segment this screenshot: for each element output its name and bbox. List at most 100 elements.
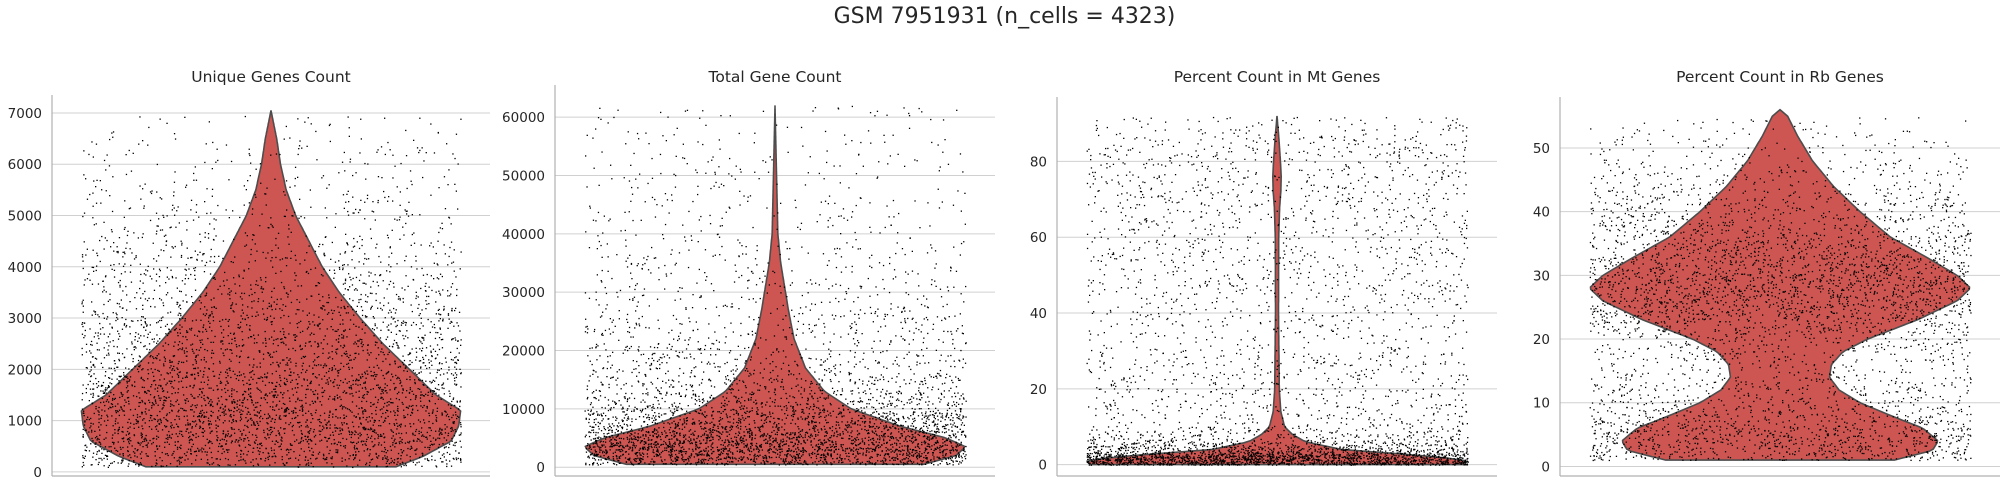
point xyxy=(307,117,309,119)
point xyxy=(219,380,222,383)
point xyxy=(245,417,247,419)
point xyxy=(146,446,149,448)
point xyxy=(309,382,311,385)
point xyxy=(280,298,282,300)
point xyxy=(207,442,209,444)
point xyxy=(301,432,303,435)
y-tick-label: 20000 xyxy=(502,344,545,360)
point xyxy=(411,361,413,364)
point xyxy=(277,441,279,443)
point xyxy=(304,259,306,261)
point xyxy=(161,460,163,462)
point xyxy=(203,324,205,326)
point xyxy=(351,442,353,444)
point xyxy=(377,176,380,178)
point xyxy=(198,415,200,417)
point xyxy=(177,374,180,377)
point xyxy=(331,367,333,369)
point xyxy=(404,209,406,211)
point xyxy=(113,250,115,252)
point xyxy=(283,191,285,193)
point xyxy=(193,267,195,270)
point xyxy=(163,365,165,367)
point xyxy=(391,229,393,231)
point xyxy=(126,397,129,399)
point xyxy=(92,456,94,458)
point xyxy=(877,379,879,382)
point xyxy=(232,370,234,372)
point xyxy=(318,430,320,432)
point xyxy=(617,377,619,379)
point xyxy=(164,446,166,448)
point xyxy=(248,443,250,446)
point xyxy=(117,430,119,432)
point xyxy=(658,427,660,429)
point xyxy=(167,312,169,314)
point xyxy=(408,391,411,394)
point xyxy=(333,310,335,312)
point xyxy=(330,457,332,459)
point xyxy=(948,437,950,439)
point xyxy=(139,462,142,464)
point xyxy=(123,410,125,412)
point xyxy=(138,464,141,466)
point xyxy=(235,420,238,423)
point xyxy=(338,260,340,262)
point xyxy=(378,425,380,427)
point xyxy=(341,355,343,357)
point xyxy=(208,400,211,403)
point xyxy=(207,397,210,400)
point xyxy=(190,344,192,346)
point xyxy=(230,442,233,444)
point xyxy=(240,315,242,317)
point xyxy=(276,298,278,301)
point xyxy=(349,393,351,395)
point xyxy=(402,322,404,324)
point xyxy=(229,367,231,369)
point xyxy=(89,427,91,429)
point xyxy=(595,220,597,222)
point xyxy=(912,441,915,443)
point xyxy=(368,271,370,273)
point xyxy=(434,403,436,405)
point xyxy=(358,247,361,250)
point xyxy=(387,459,389,461)
point xyxy=(456,374,458,376)
point xyxy=(882,416,884,418)
point xyxy=(396,263,398,265)
point xyxy=(297,415,299,417)
point xyxy=(91,464,93,466)
point xyxy=(440,368,442,370)
point xyxy=(778,429,780,431)
violin-body xyxy=(584,105,966,466)
point xyxy=(384,447,386,449)
point xyxy=(288,412,290,415)
point xyxy=(364,429,366,431)
point xyxy=(455,414,457,416)
point xyxy=(353,323,355,325)
point xyxy=(177,376,180,378)
point xyxy=(104,410,106,412)
point xyxy=(283,333,285,336)
point xyxy=(454,429,456,431)
point xyxy=(390,462,392,464)
point xyxy=(240,449,242,452)
point xyxy=(171,277,174,279)
point xyxy=(313,428,315,431)
point xyxy=(132,360,134,363)
point xyxy=(103,347,105,349)
point xyxy=(385,373,387,375)
point xyxy=(725,431,727,433)
point xyxy=(136,414,139,416)
point xyxy=(340,433,342,435)
point xyxy=(220,341,222,343)
point xyxy=(210,299,212,301)
point xyxy=(114,370,116,372)
point xyxy=(151,405,153,407)
point xyxy=(193,397,195,399)
point xyxy=(144,290,146,293)
point xyxy=(257,463,259,465)
point xyxy=(211,330,213,332)
point xyxy=(211,195,213,197)
point xyxy=(210,415,213,417)
